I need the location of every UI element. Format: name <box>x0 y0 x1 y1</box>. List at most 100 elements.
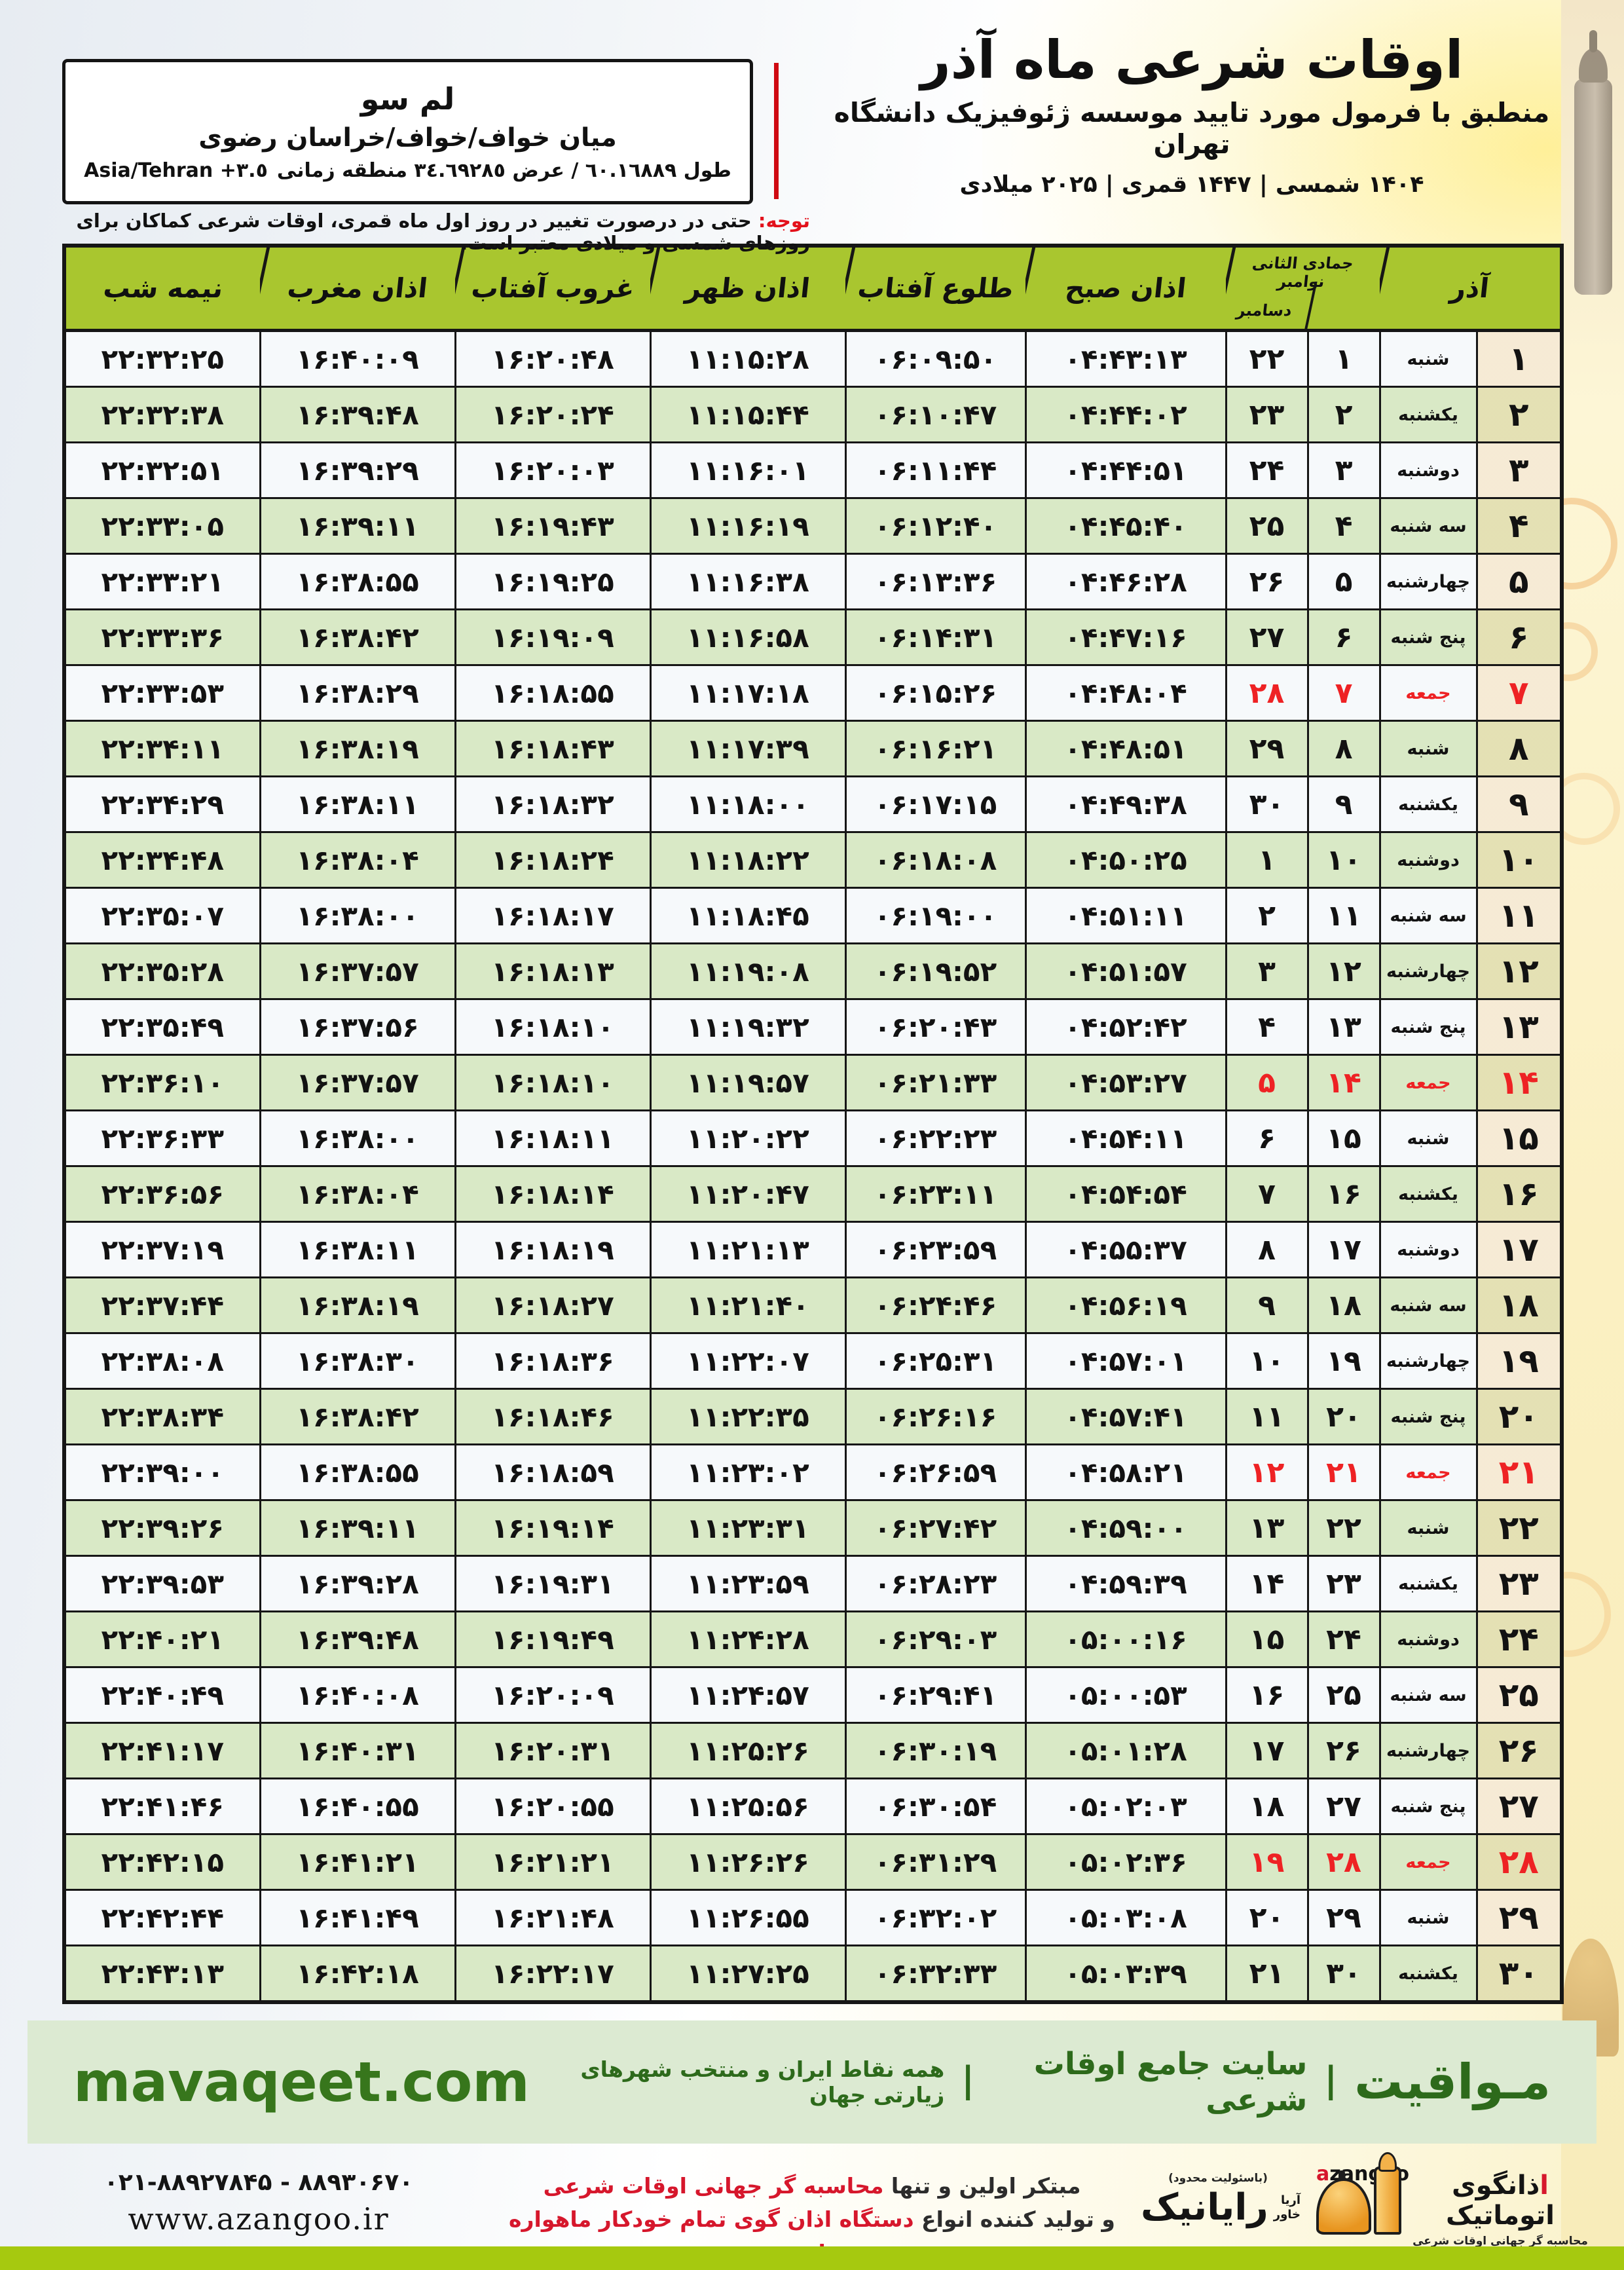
weekday-cell: جمعه <box>1378 1443 1478 1501</box>
gregorian-day-cell: ۱۹ <box>1225 1833 1309 1891</box>
azar-day-cell: ۱۱ <box>1475 887 1563 944</box>
lunar-day-cell: ۲۰ <box>1306 1388 1381 1445</box>
dhuhr-time-cell: ۱۱:۱۷:۱۸ <box>649 664 847 722</box>
table-row: ۲۳ یکشنبه ۲۳ ۱۴ ۰۴:۵۹:۳۹ ۰۶:۲۸:۲۳ ۱۱:۲۳:… <box>63 1555 1563 1612</box>
midnight-time-cell: ۲۲:۳۳:۲۱ <box>63 553 261 610</box>
maghrib-time-cell: ۱۶:۳۸:۰۰ <box>259 1109 456 1167</box>
table-header: آذر جمادی الثانی نوامبر دسامبر اذان صبح … <box>64 246 1562 332</box>
sunset-time-cell: ۱۶:۱۸:۳۲ <box>454 775 652 833</box>
azar-day-cell: ۳۰ <box>1475 1944 1563 2003</box>
lunar-day-cell: ۲۳ <box>1306 1555 1381 1612</box>
weekday-cell: دوشنبه <box>1378 831 1478 889</box>
midnight-time-cell: ۲۲:۴۰:۲۱ <box>63 1610 261 1668</box>
table-row: ۲۹ شنبه ۲۹ ۲۰ ۰۵:۰۳:۰۸ ۰۶:۳۲:۰۲ ۱۱:۲۶:۵۵… <box>63 1889 1563 1946</box>
weekday-cell: چهارشنبه <box>1378 942 1478 1000</box>
table-row: ۱۳ پنج شنبه ۱۳ ۴ ۰۴:۵۲:۴۲ ۰۶:۲۰:۴۳ ۱۱:۱۹… <box>63 998 1563 1056</box>
mavaqeet-band: مـواقیت | سایت جامع اوقات شرعی | همه نقا… <box>28 2020 1596 2144</box>
mosque-dome-icon: azangoo <box>1316 2152 1409 2246</box>
sunrise-time-cell: ۰۶:۲۴:۴۶ <box>844 1276 1027 1334</box>
mavaqeet-name: مـواقیت <box>1354 2054 1551 2110</box>
fajr-time-cell: ۰۴:۵۳:۲۷ <box>1024 1054 1227 1111</box>
dhuhr-time-cell: ۱۱:۱۵:۲۸ <box>649 329 847 388</box>
table-row: ۲۶ چهارشنبه ۲۶ ۱۷ ۰۵:۰۱:۲۸ ۰۶:۳۰:۱۹ ۱۱:۲… <box>63 1722 1563 1779</box>
lunar-day-cell: ۲ <box>1306 386 1381 443</box>
location-region: میان خواف/خواف/خراسان رضوی <box>198 123 617 153</box>
maghrib-time-cell: ۱۶:۳۸:۳۰ <box>259 1332 456 1390</box>
dhuhr-time-cell: ۱۱:۲۴:۵۷ <box>649 1666 847 1724</box>
azar-day-cell: ۱۵ <box>1475 1109 1563 1167</box>
sunset-time-cell: ۱۶:۱۸:۳۶ <box>454 1332 652 1390</box>
maghrib-time-cell: ۱۶:۳۸:۰۴ <box>259 1165 456 1223</box>
weekday-cell: شنبه <box>1378 1109 1478 1167</box>
lunar-day-cell: ۷ <box>1306 664 1381 722</box>
maghrib-time-cell: ۱۶:۳۸:۵۵ <box>259 1443 456 1501</box>
dhuhr-time-cell: ۱۱:۲۰:۲۲ <box>649 1109 847 1167</box>
table-row: ۲۷ پنج شنبه ۲۷ ۱۸ ۰۵:۰۲:۰۳ ۰۶:۳۰:۵۴ ۱۱:۲… <box>63 1777 1563 1835</box>
lunar-day-cell: ۳ <box>1306 441 1381 499</box>
azar-day-cell: ۲۴ <box>1475 1610 1563 1668</box>
fajr-time-cell: ۰۴:۵۲:۴۲ <box>1024 998 1227 1056</box>
table-row: ۱۷ دوشنبه ۱۷ ۸ ۰۴:۵۵:۳۷ ۰۶:۲۳:۵۹ ۱۱:۲۱:۱… <box>63 1221 1563 1278</box>
weekday-cell: چهارشنبه <box>1378 1332 1478 1390</box>
sunset-time-cell: ۱۶:۱۸:۱۹ <box>454 1221 652 1278</box>
weekday-cell: دوشنبه <box>1378 441 1478 499</box>
gregorian-day-cell: ۱۰ <box>1225 1332 1309 1390</box>
azar-day-cell: ۲۷ <box>1475 1777 1563 1835</box>
sunrise-time-cell: ۰۶:۲۹:۰۳ <box>844 1610 1027 1668</box>
azangoo-persian-name-group: اذانگوی اتوماتیک محاسبه گر جهانی اوقات ش… <box>1409 2170 1591 2248</box>
rayanik-subtext: آریا خاور <box>1273 2193 1301 2222</box>
midnight-time-cell: ۲۲:۳۶:۵۶ <box>63 1165 261 1223</box>
maghrib-time-cell: ۱۶:۴۱:۲۱ <box>259 1833 456 1891</box>
dhuhr-time-cell: ۱۱:۲۳:۵۹ <box>649 1555 847 1612</box>
lunar-day-cell: ۱۶ <box>1306 1165 1381 1223</box>
slogan-line-1: مبتکر اولین و تنها محاسبه گر جهانی اوقات… <box>543 2173 1081 2199</box>
sunset-time-cell: ۱۶:۱۹:۳۱ <box>454 1555 652 1612</box>
midnight-time-cell: ۲۲:۴۲:۴۴ <box>63 1889 261 1946</box>
weekday-cell: دوشنبه <box>1378 1610 1478 1668</box>
azar-day-cell: ۱۶ <box>1475 1165 1563 1223</box>
sunset-time-cell: ۱۶:۲۰:۲۴ <box>454 386 652 443</box>
table-row: ۱۴ جمعه ۱۴ ۵ ۰۴:۵۳:۲۷ ۰۶:۲۱:۳۳ ۱۱:۱۹:۵۷ … <box>63 1054 1563 1111</box>
fajr-time-cell: ۰۴:۵۹:۰۰ <box>1024 1499 1227 1557</box>
midnight-time-cell: ۲۲:۳۵:۲۸ <box>63 942 261 1000</box>
maghrib-time-cell: ۱۶:۳۹:۱۱ <box>259 1499 456 1557</box>
maghrib-time-cell: ۱۶:۴۱:۴۹ <box>259 1889 456 1946</box>
dhuhr-time-cell: ۱۱:۱۵:۴۴ <box>649 386 847 443</box>
sunset-time-cell: ۱۶:۲۰:۰۹ <box>454 1666 652 1724</box>
sunset-time-cell: ۱۶:۲۰:۵۵ <box>454 1777 652 1835</box>
dhuhr-time-cell: ۱۱:۱۸:۲۲ <box>649 831 847 889</box>
maghrib-time-cell: ۱۶:۳۸:۱۹ <box>259 720 456 777</box>
table-row: ۱۲ چهارشنبه ۱۲ ۳ ۰۴:۵۱:۵۷ ۰۶:۱۹:۵۲ ۱۱:۱۹… <box>63 942 1563 1000</box>
sunset-time-cell: ۱۶:۱۸:۱۷ <box>454 887 652 944</box>
midnight-time-cell: ۲۲:۴۱:۴۶ <box>63 1777 261 1835</box>
azangoo-url-link[interactable]: www.azangoo.ir <box>128 2201 390 2237</box>
contact-block: ۰۲۱-۸۸۹۲۷۸۴۵ - ۸۸۹۳۰۶۷۰ www.azangoo.ir <box>46 2169 471 2237</box>
sunrise-time-cell: ۰۶:۲۸:۲۳ <box>844 1555 1027 1612</box>
sunrise-time-cell: ۰۶:۲۳:۵۹ <box>844 1221 1027 1278</box>
maghrib-time-cell: ۱۶:۳۸:۱۱ <box>259 1221 456 1278</box>
sunset-time-cell: ۱۶:۲۰:۳۱ <box>454 1722 652 1779</box>
weekday-cell: چهارشنبه <box>1378 553 1478 610</box>
sunrise-time-cell: ۰۶:۱۶:۲۱ <box>844 720 1027 777</box>
azar-day-cell: ۱ <box>1475 329 1563 388</box>
mavaqeet-url-link[interactable]: mavaqeet.com <box>73 2050 530 2114</box>
sunrise-time-cell: ۰۶:۱۳:۳۶ <box>844 553 1027 610</box>
sunset-time-cell: ۱۶:۲۱:۲۱ <box>454 1833 652 1891</box>
azar-day-cell: ۱۸ <box>1475 1276 1563 1334</box>
table-row: ۲۱ جمعه ۲۱ ۱۲ ۰۴:۵۸:۲۱ ۰۶:۲۶:۵۹ ۱۱:۲۳:۰۲… <box>63 1443 1563 1501</box>
sunrise-time-cell: ۰۶:۳۰:۱۹ <box>844 1722 1027 1779</box>
midnight-time-cell: ۲۲:۴۰:۴۹ <box>63 1666 261 1724</box>
sunset-time-cell: ۱۶:۱۸:۲۴ <box>454 831 652 889</box>
sunset-time-cell: ۱۶:۱۸:۱۰ <box>454 1054 652 1111</box>
table-row: ۶ پنج شنبه ۶ ۲۷ ۰۴:۴۷:۱۶ ۰۶:۱۴:۳۱ ۱۱:۱۶:… <box>63 608 1563 666</box>
lunar-day-cell: ۵ <box>1306 553 1381 610</box>
lunar-day-cell: ۸ <box>1306 720 1381 777</box>
dhuhr-time-cell: ۱۱:۱۸:۰۰ <box>649 775 847 833</box>
lunar-day-cell: ۶ <box>1306 608 1381 666</box>
midnight-time-cell: ۲۲:۳۲:۵۱ <box>63 441 261 499</box>
lunar-day-cell: ۲۸ <box>1306 1833 1381 1891</box>
maghrib-time-cell: ۱۶:۳۹:۱۱ <box>259 497 456 555</box>
table-row: ۵ چهارشنبه ۵ ۲۶ ۰۴:۴۶:۲۸ ۰۶:۱۳:۳۶ ۱۱:۱۶:… <box>63 553 1563 610</box>
dhuhr-time-cell: ۱۱:۱۶:۱۹ <box>649 497 847 555</box>
